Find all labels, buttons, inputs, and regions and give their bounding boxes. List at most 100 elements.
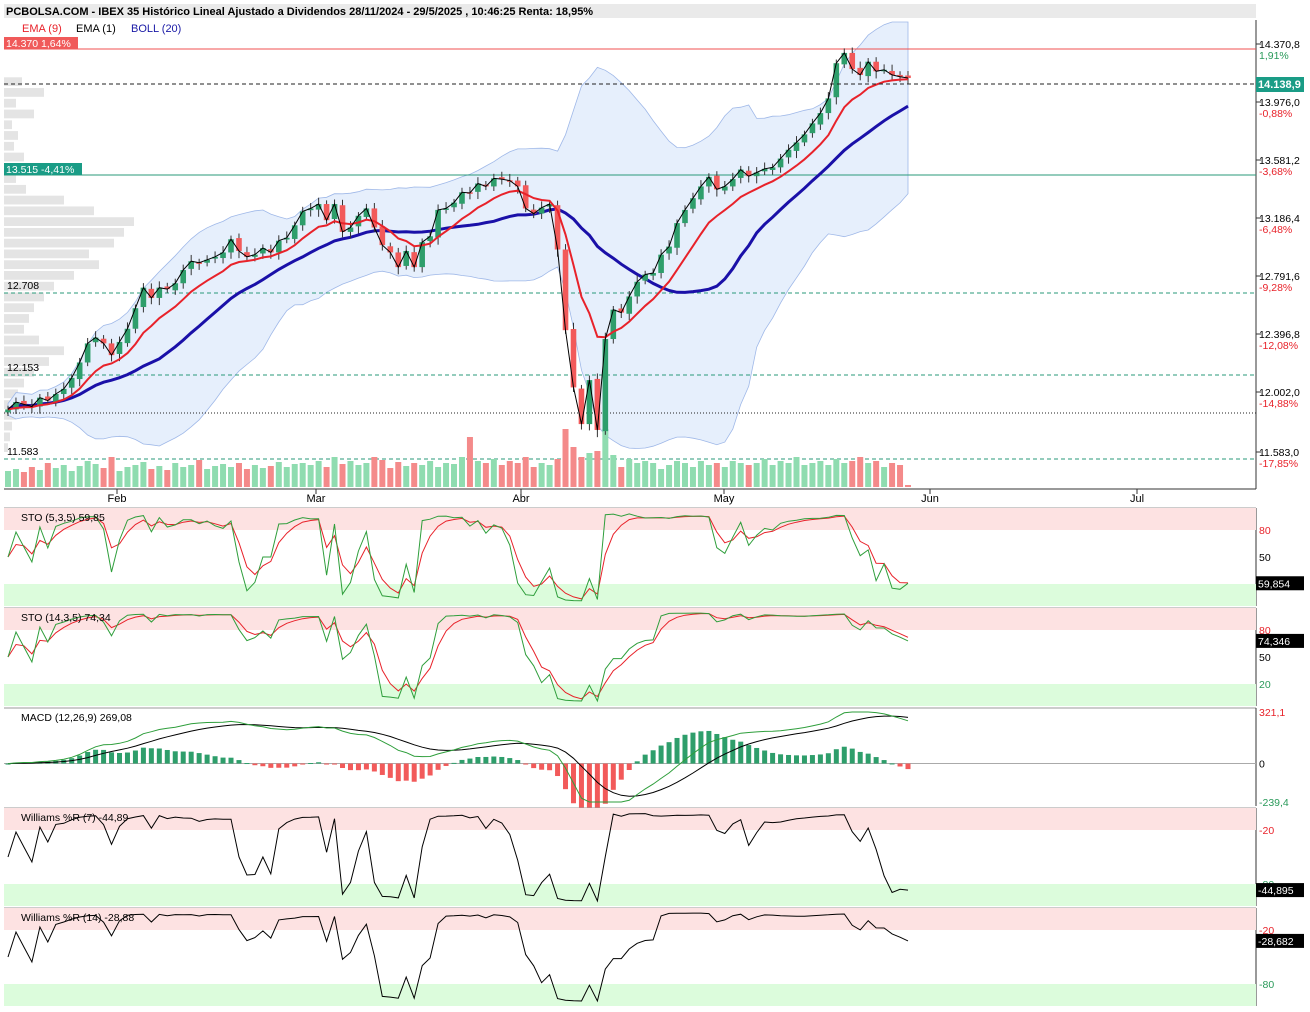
candle-body — [435, 209, 441, 238]
candle-body — [706, 176, 712, 187]
macd-histogram-bar — [451, 762, 457, 764]
indicator-tick: 80 — [1259, 625, 1271, 637]
volume-bar — [12, 469, 19, 487]
macd-histogram-bar — [746, 745, 752, 764]
candle-body — [427, 236, 433, 242]
volume-bar — [626, 459, 633, 487]
candle-body — [634, 281, 641, 297]
macd-histogram-bar — [857, 751, 863, 764]
volume-bar — [299, 463, 306, 487]
candle-body — [403, 250, 410, 266]
indicator-panel: Williams %R (7) -44,89-20-80-44,895 — [4, 807, 1304, 906]
macd-histogram-bar — [156, 748, 162, 764]
candle-body — [658, 254, 664, 273]
macd-histogram-bar — [706, 730, 712, 764]
indicator-value-tag — [1256, 576, 1304, 591]
volume-bar — [387, 468, 394, 487]
volume-bar — [259, 468, 266, 487]
volume-bar — [713, 463, 720, 487]
candle-body — [881, 69, 887, 72]
candle-body — [244, 252, 250, 257]
volume-bar — [180, 467, 187, 487]
volume-bar — [148, 469, 155, 487]
volume-bar — [28, 467, 35, 487]
level-label: 13.515 -4,41% — [6, 164, 74, 176]
macd-histogram-bar — [483, 756, 489, 764]
indicator-value-tag — [1256, 883, 1304, 898]
candle-body — [148, 288, 155, 298]
macd-histogram-bar — [817, 754, 823, 764]
candle-body — [108, 343, 115, 356]
macd-histogram-bar — [690, 732, 696, 764]
candle-body — [722, 186, 728, 191]
macd-histogram-bar — [132, 750, 138, 764]
volume-bar — [777, 461, 784, 487]
last-price-value: 14.138,9 — [1258, 79, 1301, 91]
volume-bar — [474, 461, 481, 487]
x-tick-label: May — [714, 493, 735, 505]
volume-profile-bar — [4, 238, 114, 248]
volume-bar — [705, 465, 712, 487]
y-tick-value: 12.396,8 — [1259, 329, 1300, 341]
bollinger-middle-line — [7, 104, 909, 411]
overbought-zone — [4, 608, 1256, 630]
volume-bar — [729, 461, 736, 487]
macd-histogram-bar — [825, 753, 831, 764]
candle-body — [395, 252, 402, 268]
macd-histogram-bar — [642, 754, 648, 764]
volume-profile-bar — [4, 98, 16, 108]
indicator-title: MACD (12,26,9) 269,08 — [21, 712, 132, 724]
candle-body — [793, 142, 800, 151]
indicator-line — [7, 612, 909, 703]
volume-bar — [68, 471, 75, 487]
indicator-title: Williams %R (7) -44,89 — [21, 812, 129, 824]
candle-body — [100, 338, 107, 344]
indicator-panel: STO (5,3,5) 59,8580502059,854 — [4, 507, 1304, 606]
candle-body — [873, 61, 879, 72]
candle-body — [347, 227, 354, 232]
candle-body — [554, 205, 561, 250]
volume-bar — [212, 466, 219, 487]
candle-body — [769, 167, 776, 170]
macd-histogram-bar — [555, 763, 561, 777]
macd-histogram-bar — [467, 758, 473, 764]
volume-bar — [291, 464, 298, 487]
signal-line — [7, 715, 909, 797]
volume-bar — [307, 465, 314, 487]
bollinger-band — [7, 21, 909, 449]
indicator-panels: STO (5,3,5) 59,85 80 50 20 59,854 STO (14,3,5… — [4, 507, 1304, 1006]
candle-body — [60, 388, 67, 395]
candle-body — [124, 328, 131, 344]
macd-histogram-bar — [332, 763, 338, 765]
volume-profile-bar — [4, 324, 24, 334]
volume-bar — [435, 467, 442, 487]
volume-bar — [379, 460, 386, 487]
macd-histogram-bar — [499, 756, 505, 764]
candle-body — [132, 308, 139, 329]
macd-histogram-bar — [324, 763, 330, 765]
volume-profile-bar — [4, 109, 34, 119]
candle-body — [299, 211, 306, 226]
macd-histogram-bar — [93, 749, 99, 764]
macd-histogram-bar — [754, 747, 760, 764]
volume-bar — [801, 465, 808, 487]
y-tick-pct: -14,88% — [1259, 398, 1298, 410]
indicator-line — [7, 912, 909, 1003]
macd-histogram-bar — [188, 751, 194, 764]
macd-histogram-bar — [252, 763, 258, 766]
volume-bar — [753, 463, 760, 487]
candle-body — [116, 341, 123, 354]
candle-body — [37, 397, 43, 407]
indicator-tick: -239,4 — [1259, 797, 1289, 809]
y-tick-value: 13.581,2 — [1259, 155, 1300, 167]
signal-line — [7, 613, 909, 700]
volume-bar — [594, 451, 601, 487]
candle-body — [204, 259, 210, 263]
candle-body — [841, 52, 848, 65]
macd-histogram-bar — [300, 763, 306, 765]
macd-histogram-bar — [228, 757, 234, 764]
macd-histogram-bar — [634, 761, 640, 764]
y-tick-pct: -6,48% — [1259, 224, 1292, 236]
macd-histogram-bar — [626, 763, 632, 771]
candle-body — [897, 74, 903, 77]
